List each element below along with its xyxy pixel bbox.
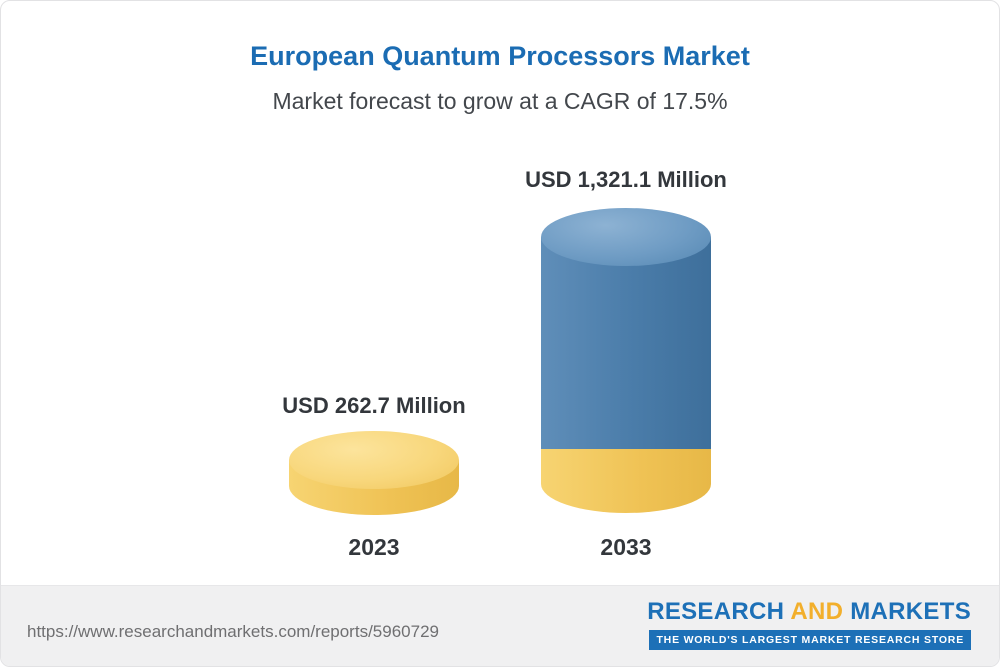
x-axis-label-2033: 2033 [600, 534, 652, 560]
chart-title: European Quantum Processors Market [250, 41, 750, 71]
chart-subtitle: Market forecast to grow at a CAGR of 17.… [272, 88, 728, 114]
cylinder-top-face [541, 208, 711, 266]
footer-band [1, 585, 999, 666]
logo-word-and: AND [790, 598, 844, 625]
bar-cylinder-2033 [541, 208, 711, 513]
logo-word-markets: MARKETS [850, 598, 971, 625]
x-axis-label-2023: 2023 [348, 534, 400, 560]
bar-value-label-2033: USD 1,321.1 Million [525, 167, 727, 192]
cylinder-base-segment [541, 449, 711, 513]
cylinder-top-face [289, 431, 459, 489]
bar-cylinder-2023 [289, 431, 459, 515]
research-and-markets-logo: RESEARCH AND MARKETS THE WORLD'S LARGEST… [647, 598, 971, 650]
logo-word-research: RESEARCH [647, 598, 785, 625]
cylinder-side-face [541, 237, 711, 449]
logo-tagline: THE WORLD'S LARGEST MARKET RESEARCH STOR… [649, 630, 971, 650]
report-url: https://www.researchandmarkets.com/repor… [27, 622, 439, 641]
bar-value-label-2023: USD 262.7 Million [282, 393, 466, 418]
logo-wordmark: RESEARCH AND MARKETS [647, 598, 971, 626]
